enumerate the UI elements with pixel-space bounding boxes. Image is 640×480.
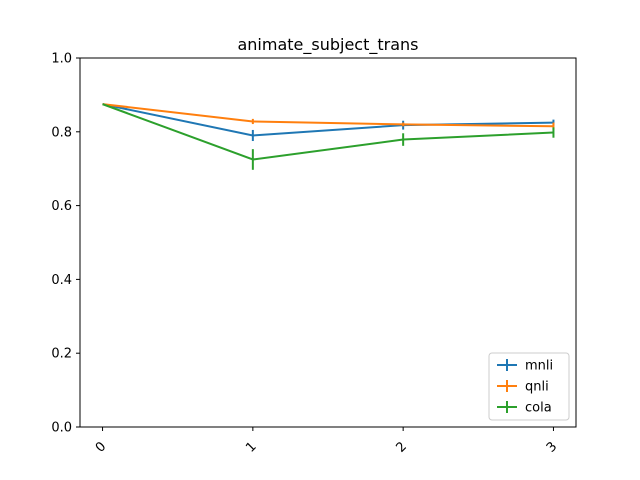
legend-item-qnli: qnli [497,380,549,395]
axes-frame [79,57,577,428]
y-tick-label: 0.2 [51,347,72,362]
series-cola [102,103,555,170]
legend-item-mnli: mnli [497,359,553,374]
legend-label: qnli [525,380,549,395]
y-tick-label: 0.8 [51,125,72,140]
legend-label: cola [525,401,552,416]
y-tick-label: 0.4 [51,273,72,288]
legend-box [488,352,570,421]
legend-label: mnli [525,359,553,374]
y-tick-label: 0.0 [51,421,72,436]
y-tick-label: 1.0 [51,52,72,67]
series-layer [102,103,555,170]
y-tick-label: 0.6 [51,199,72,214]
series-line-qnli [102,103,554,128]
axes-layer: 0.00.20.40.60.81.00 1 2 3 [51,52,577,456]
legend-item-cola: cola [497,401,552,416]
series-line-cola [102,103,554,161]
legend: mnli qnli cola [488,352,570,421]
chart-title: animate_subject_trans [237,35,418,55]
series-line-mnli [102,103,554,137]
